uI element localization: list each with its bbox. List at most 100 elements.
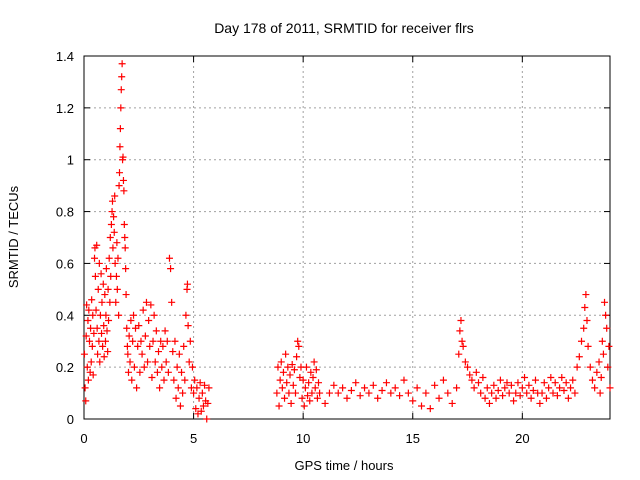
data-point bbox=[453, 384, 461, 392]
data-point bbox=[113, 239, 121, 247]
data-point bbox=[95, 259, 103, 267]
data-point bbox=[92, 306, 100, 314]
data-point bbox=[171, 337, 179, 345]
data-point bbox=[315, 379, 323, 387]
data-point bbox=[505, 389, 513, 397]
data-point bbox=[196, 379, 204, 387]
data-point bbox=[339, 384, 347, 392]
data-point bbox=[108, 208, 116, 216]
data-point bbox=[310, 358, 318, 366]
data-point bbox=[527, 394, 535, 402]
data-point bbox=[179, 389, 187, 397]
data-point bbox=[598, 337, 606, 345]
data-point bbox=[112, 272, 120, 280]
data-point bbox=[583, 316, 591, 324]
data-point bbox=[311, 384, 319, 392]
data-point bbox=[198, 389, 206, 397]
data-point bbox=[488, 389, 496, 397]
y-tick-label: 1.2 bbox=[56, 101, 74, 116]
data-point bbox=[117, 86, 125, 94]
data-point bbox=[294, 337, 302, 345]
data-point bbox=[108, 197, 116, 205]
data-point bbox=[586, 363, 594, 371]
data-point bbox=[165, 254, 173, 262]
data-point bbox=[182, 311, 190, 319]
data-point bbox=[525, 381, 533, 389]
data-point bbox=[343, 394, 351, 402]
data-point bbox=[80, 350, 88, 358]
data-point bbox=[85, 306, 93, 314]
data-point bbox=[120, 187, 128, 195]
data-point bbox=[542, 394, 550, 402]
data-point bbox=[106, 234, 114, 241]
data-point bbox=[396, 392, 404, 400]
data-point bbox=[458, 337, 466, 345]
data-point bbox=[499, 392, 507, 400]
data-point bbox=[124, 350, 132, 358]
data-point bbox=[125, 332, 133, 340]
data-point bbox=[204, 399, 212, 407]
data-point bbox=[422, 389, 430, 397]
data-point bbox=[156, 384, 164, 392]
data-point bbox=[571, 389, 579, 397]
data-point bbox=[361, 384, 369, 392]
data-point bbox=[439, 376, 447, 384]
data-point bbox=[549, 389, 557, 397]
data-point bbox=[588, 376, 596, 384]
data-point bbox=[288, 361, 296, 369]
data-point bbox=[300, 402, 308, 410]
data-point bbox=[102, 311, 110, 319]
data-point bbox=[374, 394, 382, 402]
data-point bbox=[162, 358, 170, 366]
data-point bbox=[195, 394, 203, 402]
data-point bbox=[275, 402, 283, 410]
y-axis-label: SRMTID / TECUs bbox=[6, 185, 21, 288]
data-point bbox=[94, 285, 102, 293]
data-point bbox=[564, 394, 572, 402]
data-point bbox=[147, 301, 155, 309]
data-point bbox=[456, 327, 464, 335]
data-point bbox=[91, 272, 99, 280]
data-point bbox=[96, 358, 104, 366]
data-point bbox=[601, 298, 609, 306]
data-point bbox=[404, 389, 412, 397]
data-point bbox=[88, 296, 96, 304]
data-point bbox=[146, 342, 154, 350]
data-point bbox=[104, 348, 112, 356]
data-point bbox=[494, 386, 502, 394]
data-point bbox=[180, 342, 188, 350]
data-point bbox=[123, 324, 131, 332]
data-point bbox=[536, 399, 544, 407]
data-point bbox=[93, 324, 101, 332]
data-point bbox=[151, 358, 159, 366]
data-point bbox=[287, 399, 295, 407]
data-point bbox=[426, 405, 434, 413]
data-point bbox=[308, 389, 316, 397]
data-point bbox=[523, 389, 531, 397]
data-point bbox=[122, 291, 130, 299]
data-point bbox=[118, 73, 126, 81]
data-point bbox=[190, 389, 198, 397]
data-point bbox=[84, 376, 92, 384]
data-point bbox=[83, 363, 91, 371]
data-point bbox=[160, 376, 168, 384]
data-point bbox=[89, 371, 97, 379]
data-point bbox=[123, 342, 131, 350]
data-point bbox=[418, 402, 426, 410]
data-point bbox=[155, 348, 163, 356]
data-point bbox=[144, 358, 152, 366]
data-point bbox=[114, 254, 122, 262]
data-point bbox=[347, 386, 355, 394]
data-point bbox=[514, 379, 522, 387]
data-point bbox=[516, 392, 524, 400]
data-point bbox=[496, 376, 504, 384]
data-point bbox=[369, 381, 377, 389]
data-point bbox=[291, 389, 299, 397]
data-point bbox=[483, 384, 491, 392]
data-point bbox=[293, 353, 301, 361]
data-point bbox=[531, 376, 539, 384]
data-point bbox=[279, 368, 287, 376]
data-point bbox=[274, 363, 282, 371]
data-point bbox=[409, 397, 417, 405]
data-point bbox=[485, 399, 493, 407]
